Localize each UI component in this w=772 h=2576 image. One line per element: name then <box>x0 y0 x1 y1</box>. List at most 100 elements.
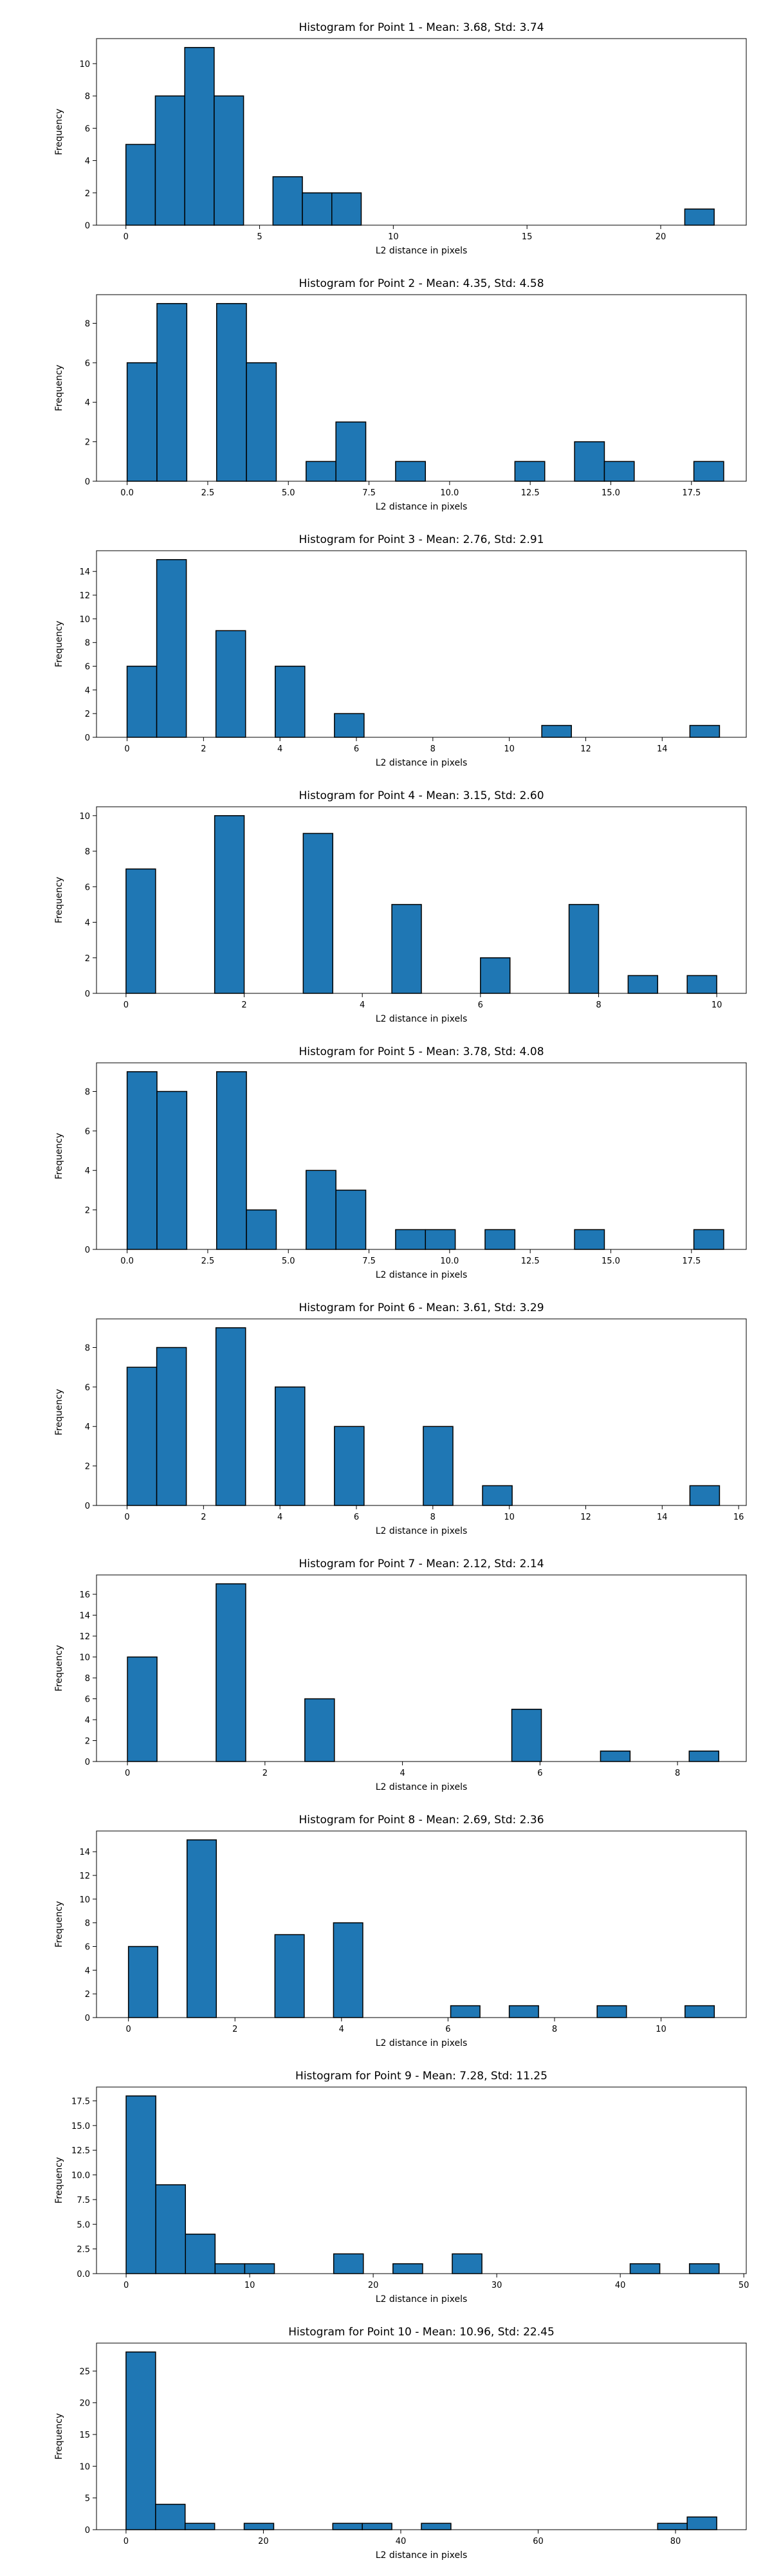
histogram-bar <box>246 362 277 482</box>
x-tick-label: 10 <box>244 2281 255 2290</box>
y-tick-label: 14 <box>79 1612 90 1621</box>
histogram-bar <box>600 1751 631 1762</box>
histogram-panel-2: Histogram for Point 2 - Mean: 4.35, Std:… <box>54 277 747 512</box>
y-tick-label: 15.0 <box>71 2122 90 2131</box>
x-tick-label: 14 <box>657 744 668 754</box>
x-tick-label: 8 <box>552 2025 557 2034</box>
axes-frame <box>96 2086 747 2274</box>
histogram-bar <box>216 303 247 482</box>
y-axis-label: Frequency <box>54 2157 64 2203</box>
histogram-bar <box>657 2523 688 2530</box>
chart-title: Histogram for Point 8 - Mean: 2.69, Std:… <box>299 1814 544 1826</box>
histogram-bar <box>627 975 659 994</box>
y-tick-label: 4 <box>85 157 90 167</box>
y-tick-label: 10 <box>79 615 90 625</box>
histogram-bar <box>156 1090 188 1250</box>
histogram-bar <box>304 1698 335 1762</box>
x-tick-label: 8 <box>430 1513 436 1522</box>
chart-title: Histogram for Point 2 - Mean: 4.35, Std:… <box>299 277 544 290</box>
y-tick-label: 15 <box>79 2431 90 2440</box>
y-tick-label: 2 <box>85 1990 90 2000</box>
x-tick-label: 12 <box>580 744 591 754</box>
histogram-bar <box>688 2263 720 2274</box>
histogram-bar <box>274 1934 305 2018</box>
histogram-bar <box>154 95 185 226</box>
x-tick-label: 6 <box>354 1513 359 1522</box>
y-tick-label: 6 <box>85 883 90 892</box>
y-tick-label: 10 <box>79 60 90 69</box>
histogram-bar <box>244 2263 275 2274</box>
histogram-bar <box>514 461 546 482</box>
x-tick-label: 4 <box>277 1513 282 1522</box>
y-tick-label: 2 <box>85 1462 90 1472</box>
x-tick-label: 0 <box>124 1000 129 1010</box>
y-axis-label: Frequency <box>54 1901 64 1947</box>
x-tick-label: 7.5 <box>362 488 376 498</box>
x-tick-label: 10 <box>388 232 399 242</box>
y-tick-label: 0 <box>85 2014 90 2023</box>
y-tick-label: 8 <box>85 1087 90 1097</box>
x-tick-label: 6 <box>478 1000 483 1010</box>
histogram-bar <box>302 192 333 226</box>
y-tick-label: 16 <box>79 1590 90 1600</box>
x-tick-label: 0.0 <box>120 488 134 498</box>
histogram-bar <box>362 2523 392 2530</box>
x-tick-label: 2.5 <box>201 488 215 498</box>
histogram-panel-4: Histogram for Point 4 - Mean: 3.15, Std:… <box>54 789 747 1024</box>
histogram-bar <box>685 2005 715 2018</box>
x-tick-label: 60 <box>533 2537 544 2546</box>
histogram-panel-3: Histogram for Point 3 - Mean: 2.76, Std:… <box>54 533 747 768</box>
x-tick-label: 5 <box>257 232 262 242</box>
x-tick-label: 0 <box>124 744 129 754</box>
x-tick-label: 16 <box>733 1513 744 1522</box>
histogram-bar <box>333 1922 363 2018</box>
x-tick-label: 15.0 <box>602 488 620 498</box>
y-tick-label: 8 <box>85 847 90 857</box>
x-tick-label: 7.5 <box>362 1256 376 1266</box>
y-tick-label: 0 <box>85 733 90 743</box>
histogram-bar <box>603 461 635 482</box>
axes-frame <box>96 2342 747 2530</box>
histogram-bar <box>126 362 158 482</box>
axes-frame <box>96 38 747 226</box>
y-tick-label: 6 <box>85 124 90 134</box>
y-axis-label: Frequency <box>54 1389 64 1435</box>
histogram-bar <box>302 833 334 994</box>
histogram-bar <box>272 176 303 226</box>
x-tick-label: 5.0 <box>282 488 295 498</box>
histogram-bar <box>395 461 427 482</box>
x-tick-label: 17.5 <box>682 1256 701 1266</box>
y-axis-label: Frequency <box>54 1645 64 1691</box>
x-tick-label: 2.5 <box>201 1256 215 1266</box>
x-tick-label: 8 <box>596 1000 601 1010</box>
x-axis-label: L2 distance in pixels <box>376 1782 468 1792</box>
histogram-bar <box>391 904 422 994</box>
x-tick-label: 12.5 <box>521 1256 540 1266</box>
x-tick-label: 2 <box>241 1000 246 1010</box>
histogram-bar <box>155 2503 186 2530</box>
y-tick-label: 12.5 <box>71 2146 90 2156</box>
histogram-bar <box>693 1229 724 1250</box>
y-tick-label: 14 <box>79 1848 90 1857</box>
histogram-bar <box>127 1946 158 2018</box>
histogram-bar <box>306 461 336 482</box>
y-tick-label: 0 <box>85 989 90 999</box>
y-tick-label: 25 <box>79 2367 90 2377</box>
histogram-bar <box>395 1229 427 1250</box>
x-axis-label: L2 distance in pixels <box>376 502 468 512</box>
x-tick-label: 6 <box>445 2025 450 2034</box>
histogram-panel-8: Histogram for Point 8 - Mean: 2.69, Std:… <box>54 1814 747 2048</box>
x-axis-label: L2 distance in pixels <box>376 246 468 256</box>
x-tick-label: 0 <box>124 1513 129 1522</box>
x-tick-label: 50 <box>739 2281 749 2290</box>
y-tick-label: 4 <box>85 1166 90 1176</box>
y-tick-label: 5 <box>85 2494 90 2504</box>
y-tick-label: 2 <box>85 1206 90 1216</box>
x-tick-label: 0 <box>126 2025 131 2034</box>
y-tick-label: 12 <box>79 1632 90 1642</box>
x-tick-label: 12 <box>580 1513 591 1522</box>
x-tick-label: 10 <box>504 1513 515 1522</box>
axes-frame <box>96 294 747 482</box>
y-axis-label: Frequency <box>54 621 64 667</box>
y-tick-label: 6 <box>85 663 90 672</box>
